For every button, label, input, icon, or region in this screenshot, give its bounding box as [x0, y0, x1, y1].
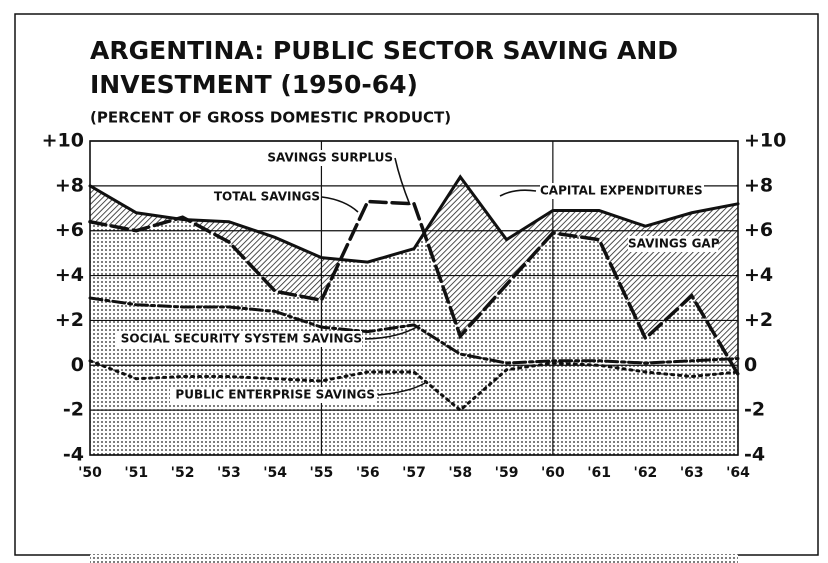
- label-bg: [213, 189, 320, 205]
- series-label: SOCIAL SECURITY SYSTEM SAVINGS: [121, 332, 362, 346]
- y2-tick-label: +4: [744, 264, 773, 286]
- y2-tick-label: +8: [744, 174, 773, 196]
- x-tick-label: '64: [726, 465, 750, 481]
- x-tick-label: '62: [634, 465, 658, 481]
- annotation: SAVINGS SURPLUS: [267, 151, 393, 165]
- annotation: SAVINGS GAP: [628, 237, 720, 251]
- label-bg: [170, 387, 375, 403]
- x-tick-label: '60: [541, 465, 565, 481]
- y2-tick-label: -4: [744, 444, 765, 466]
- label-bg: [540, 183, 704, 199]
- arrow: [364, 324, 421, 340]
- x-tick-label: '61: [587, 465, 611, 481]
- chart-title: ARGENTINA: PUBLIC SECTOR SAVING AND: [90, 36, 678, 65]
- x-tick-label: '56: [356, 465, 380, 481]
- y2-tick-label: +6: [744, 219, 773, 241]
- y-tick-label: -4: [63, 444, 84, 466]
- label-bg: [628, 236, 719, 252]
- y2-tick-label: -2: [744, 399, 765, 421]
- x-tick-label: '63: [680, 465, 704, 481]
- y-tick-label: +10: [42, 130, 84, 152]
- mask: [16, 456, 817, 554]
- x-tick-label: '50: [78, 465, 102, 481]
- series-label: PUBLIC ENTERPRISE SAVINGS: [175, 388, 375, 402]
- chart-subtitle: (PERCENT OF GROSS DOMESTIC PRODUCT): [90, 109, 451, 127]
- y-tick-label: +8: [55, 174, 84, 196]
- x-tick-label: '54: [263, 465, 287, 481]
- label-bg: [270, 150, 393, 166]
- y2-tick-label: +10: [744, 130, 786, 152]
- series-line: [88, 296, 740, 365]
- y-tick-label: +4: [55, 264, 84, 286]
- chart-title: INVESTMENT (1950-64): [90, 70, 418, 99]
- y-tick-label: 0: [71, 354, 84, 376]
- y-tick-label: +6: [55, 219, 84, 241]
- series-line: [88, 174, 740, 264]
- arrow: [394, 157, 411, 206]
- series-label: TOTAL SAVINGS: [214, 190, 320, 204]
- series-label: CAPITAL EXPENDITURES: [540, 184, 703, 198]
- arrow: [321, 196, 359, 213]
- arrows: [321, 157, 537, 396]
- arrow: [499, 189, 537, 197]
- label-bg: [116, 331, 362, 347]
- series-line: [88, 199, 740, 377]
- x-tick-label: '51: [124, 465, 148, 481]
- y-tick-label: -2: [63, 399, 84, 421]
- y-tick-label: +2: [55, 309, 84, 331]
- x-tick-label: '53: [217, 465, 241, 481]
- x-tick-label: '52: [171, 465, 195, 481]
- arrow: [377, 382, 426, 396]
- x-tick-label: '55: [310, 465, 334, 481]
- y2-tick-label: +2: [744, 309, 773, 331]
- y2-tick-label: 0: [744, 354, 757, 376]
- x-tick-label: '59: [495, 465, 519, 481]
- x-tick-label: '57: [402, 465, 426, 481]
- series-line: [88, 359, 740, 413]
- x-tick-label: '58: [448, 465, 472, 481]
